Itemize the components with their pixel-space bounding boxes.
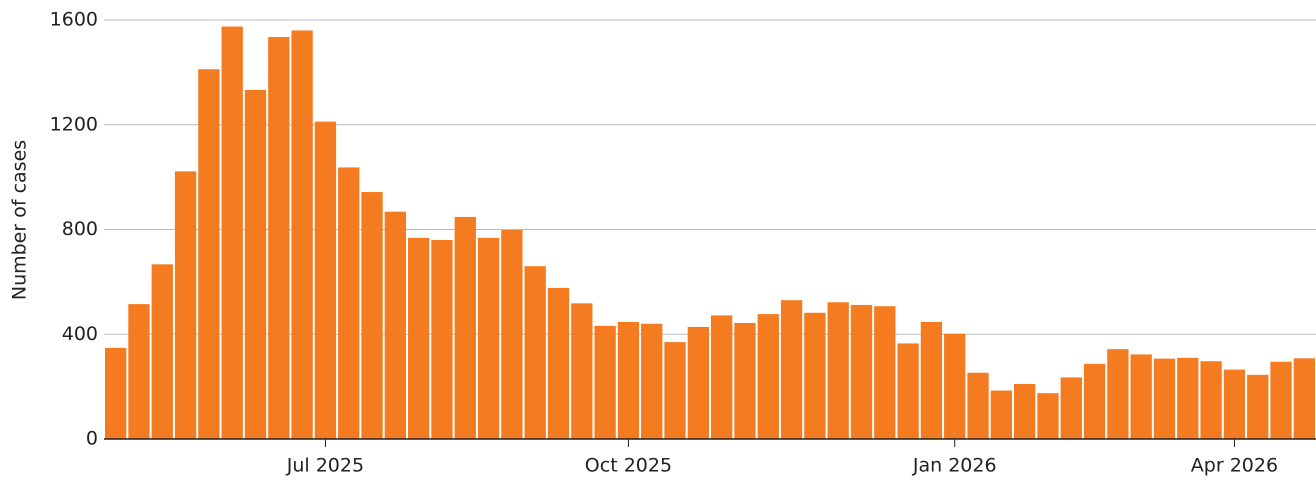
bar	[1130, 354, 1152, 439]
bar	[268, 37, 290, 439]
y-tick-label: 1600	[50, 9, 98, 31]
bar	[431, 239, 453, 439]
bar	[711, 315, 733, 439]
bar	[1247, 374, 1269, 439]
bar	[1223, 369, 1246, 439]
bar	[524, 266, 546, 439]
bar	[1270, 361, 1292, 439]
bar	[1014, 384, 1036, 439]
bar	[1293, 358, 1315, 439]
y-tick-label: 0	[86, 428, 98, 450]
x-tick-label: Jul 2025	[286, 455, 364, 477]
bar	[1200, 361, 1222, 439]
bar	[454, 216, 476, 439]
bar	[897, 343, 919, 439]
x-tick-label: Apr 2026	[1191, 455, 1278, 477]
bar	[408, 237, 430, 439]
y-tick-label: 400	[62, 323, 98, 345]
bar	[151, 264, 173, 439]
bar	[128, 304, 150, 439]
bar	[477, 237, 500, 439]
y-axis-label: Number of cases	[9, 140, 31, 300]
bar	[291, 30, 313, 439]
x-tick-label: Jan 2026	[912, 455, 997, 477]
bar	[804, 312, 826, 439]
bar	[1177, 357, 1199, 439]
bar	[174, 171, 197, 439]
bar	[1083, 363, 1106, 439]
bar	[338, 167, 360, 440]
bar	[105, 347, 127, 439]
bar	[221, 26, 243, 439]
bar	[780, 300, 803, 439]
x-tick-label: Oct 2025	[585, 455, 672, 477]
bar	[594, 325, 616, 439]
bar	[664, 342, 686, 439]
bar	[1060, 377, 1082, 439]
bar	[734, 322, 756, 439]
bar	[617, 321, 640, 439]
y-tick-label: 800	[62, 218, 98, 240]
bar	[850, 304, 873, 439]
bar	[1107, 349, 1129, 439]
bar	[920, 321, 943, 439]
bar	[501, 230, 523, 439]
bar	[547, 287, 570, 439]
bar	[757, 314, 779, 439]
bar	[1037, 393, 1059, 439]
bar	[990, 390, 1012, 439]
y-tick-label: 1200	[50, 113, 98, 135]
bar	[874, 306, 896, 439]
bar	[967, 372, 989, 439]
bar	[361, 192, 383, 439]
bar	[384, 211, 406, 439]
bar	[827, 302, 849, 439]
bar	[244, 89, 267, 439]
bar	[687, 326, 709, 439]
bar	[198, 69, 220, 440]
bar	[1153, 358, 1176, 439]
bar	[641, 323, 663, 439]
bar	[571, 303, 593, 439]
bar	[944, 333, 966, 439]
bar	[314, 121, 337, 440]
